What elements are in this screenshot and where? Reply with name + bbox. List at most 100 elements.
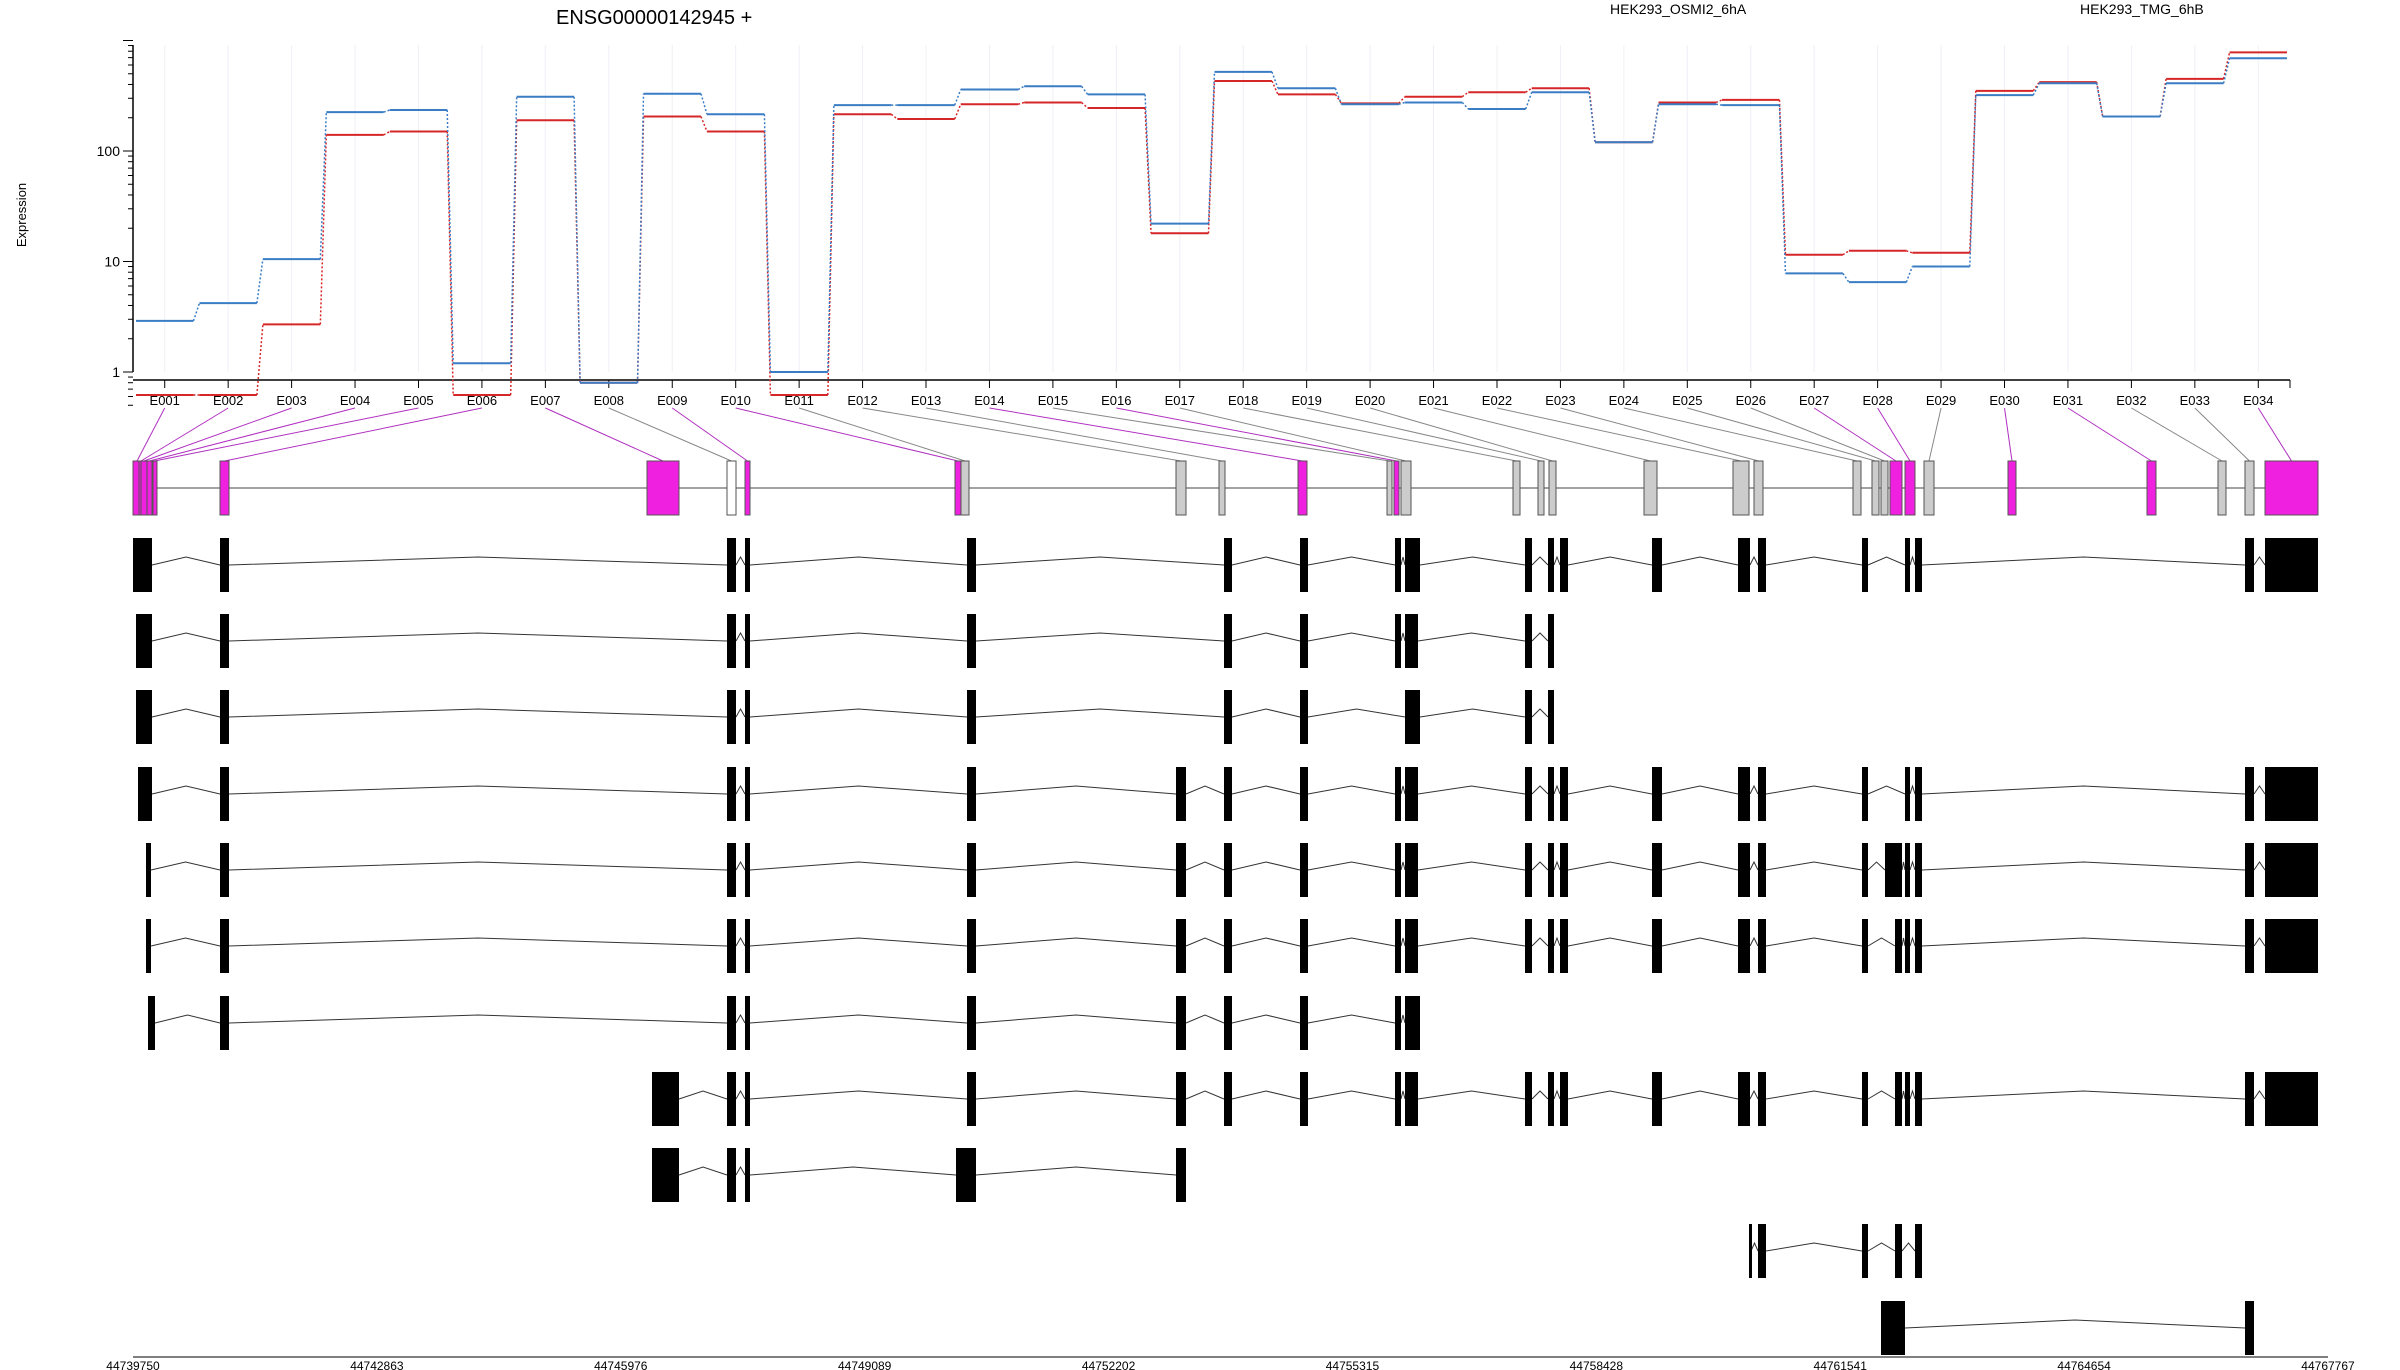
transcript-exon [1862, 1224, 1868, 1278]
series-connector [1715, 103, 1723, 106]
x-tick-label: E001 [150, 393, 180, 408]
x-tick-label: E022 [1482, 393, 1512, 408]
intron [1307, 785, 1396, 795]
intron [1909, 936, 1916, 947]
intron [1231, 1014, 1301, 1024]
intron [1185, 1090, 1225, 1100]
transcript-exon [1525, 767, 1532, 821]
exon-E010 [954, 460, 962, 516]
transcript-exon [745, 1148, 750, 1202]
transcript-exon [2245, 538, 2254, 592]
exon-E007 [646, 460, 680, 516]
y-tick-label: 1 [112, 364, 120, 380]
transcript-exon [2265, 843, 2318, 897]
transcript-exon [1300, 690, 1308, 744]
transcript-exon [1405, 690, 1420, 744]
x-tick-label: E025 [1672, 393, 1702, 408]
intron [1765, 861, 1863, 871]
transcript-exon [1738, 919, 1750, 973]
x-tick-label: E033 [2180, 393, 2210, 408]
transcript-exon [745, 1072, 750, 1126]
x-tick-label: E023 [1545, 393, 1575, 408]
intron [1307, 937, 1396, 947]
chart-title: ENSG00000142945 + [556, 7, 752, 29]
intron [1400, 556, 1406, 566]
transcript-exon [1224, 996, 1232, 1050]
series-connector [319, 134, 328, 325]
transcript-exon [1525, 1072, 1532, 1126]
transcript-exon [1915, 843, 1922, 897]
intron [151, 556, 221, 566]
series-connector [1461, 101, 1469, 110]
transcript-exon [220, 919, 229, 973]
transcript-exon [1300, 538, 1308, 592]
connector-E025 [1687, 407, 1876, 462]
intron [975, 861, 1177, 871]
transcript-exon [1915, 1224, 1922, 1278]
transcript-exon [2245, 767, 2254, 821]
intron [1231, 1090, 1301, 1100]
series-connector [1905, 266, 1914, 283]
transcript-exon [1885, 843, 1902, 897]
intron [1531, 1090, 1549, 1100]
intron [1661, 937, 1739, 947]
transcript-exon [1224, 690, 1232, 744]
connector-E033 [2194, 407, 2250, 462]
intron [1400, 937, 1406, 947]
transcript-exon [1176, 767, 1186, 821]
transcript-exon [1915, 919, 1922, 973]
series-connector [1144, 107, 1152, 234]
transcript-exon [1176, 1148, 1186, 1202]
series-connector [1461, 91, 1469, 98]
transcript-exon [220, 996, 229, 1050]
exon-E017 [1400, 460, 1412, 516]
y-tick-label: 100 [97, 143, 121, 159]
x-tick-label: E006 [467, 393, 497, 408]
transcript-exon [220, 843, 229, 897]
connector-E034 [2257, 407, 2292, 462]
transcript-exon [1525, 919, 1532, 973]
intron [1867, 937, 1896, 947]
transcript-exon [148, 996, 155, 1050]
transcript-exon [1405, 996, 1420, 1050]
transcript-exon [1862, 538, 1868, 592]
intron [975, 1014, 1177, 1024]
intron [1231, 937, 1301, 947]
intron [1400, 861, 1406, 871]
intron [1307, 708, 1406, 718]
transcript-exon [1895, 1224, 1902, 1278]
transcript-exon [745, 843, 750, 897]
series-connector [1398, 96, 1406, 104]
series-connector [573, 120, 581, 383]
intron [1867, 1242, 1896, 1252]
transcript-exon [1395, 614, 1401, 668]
intron [1749, 784, 1759, 795]
transcript-exon [1176, 1072, 1186, 1126]
intron [1419, 556, 1526, 566]
intron [735, 707, 746, 718]
series-connector [1842, 272, 1850, 283]
series-connector [1842, 250, 1850, 256]
x-tick-label: E021 [1418, 393, 1448, 408]
x-tick-label: E019 [1291, 393, 1321, 408]
transcript-exon [1915, 767, 1922, 821]
connector-E006 [224, 407, 483, 462]
transcript-exon [1525, 690, 1532, 744]
series-connector [827, 105, 835, 373]
intron [1231, 708, 1301, 718]
genome-tick-label: 44764654 [2057, 1359, 2111, 1370]
intron [1661, 785, 1739, 795]
intron [1417, 937, 1526, 947]
intron [1231, 556, 1301, 566]
intron [2253, 1090, 2266, 1100]
exon-E004 [146, 460, 153, 516]
intron [735, 1013, 746, 1024]
transcript-exon [1395, 538, 1401, 592]
exon-E034 [2264, 460, 2319, 516]
transcript-9 [652, 1148, 1186, 1202]
intron [975, 1090, 1177, 1100]
transcript-exon [1652, 1072, 1662, 1126]
intron [1231, 785, 1301, 795]
series-connector [1525, 87, 1533, 93]
transcript-exon [956, 1148, 976, 1202]
